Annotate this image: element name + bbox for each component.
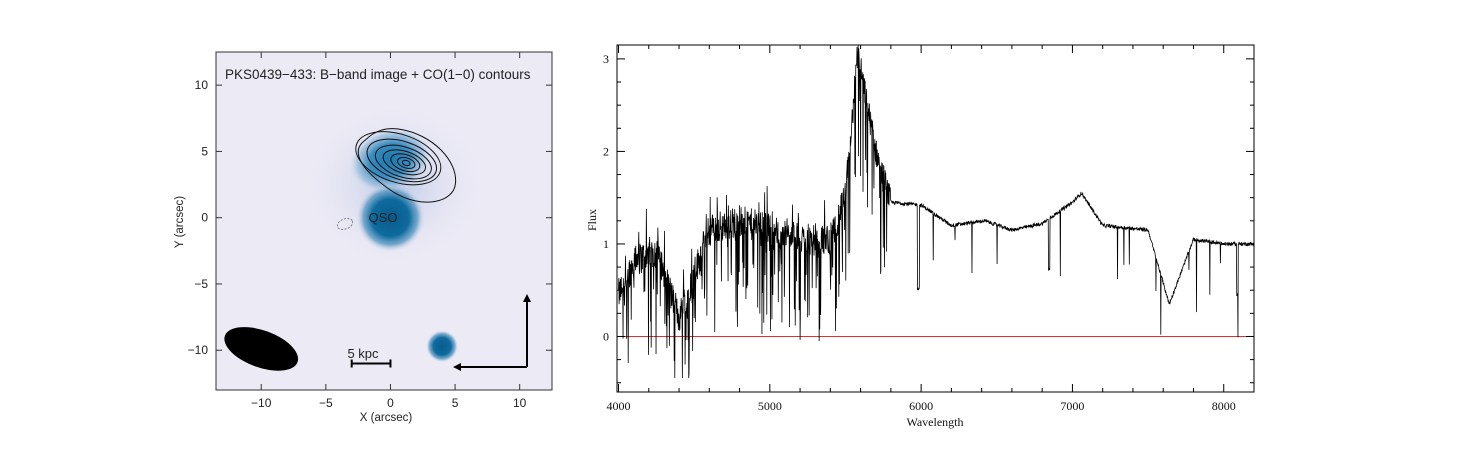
spectrum-x-tick-label: 6000 [909,399,933,413]
bband-image-panel: 5 kpc QSO PKS0439−433: B−band image + CO… [174,51,553,424]
companion-blob [426,330,459,363]
spectrum-frame [616,44,1255,393]
spectrum-x-axis-label: Wavelength [906,415,963,429]
image-x-tick-label: 5 [452,396,459,410]
beam-ellipse [224,327,299,371]
image-y-axis-label: Y (arcsec) [174,196,186,248]
image-y-tick-label: −5 [194,277,208,291]
compass-north-head [523,294,531,302]
spectrum-y-tick-label: 1 [603,237,609,251]
negative-contour [336,218,354,230]
image-x-tick-label: 10 [513,396,527,410]
co-contour-level [355,131,442,186]
spectrum-y-tick-label: 0 [603,329,609,343]
spectrum-line [618,45,1254,379]
image-y-tick-label: −10 [188,343,209,357]
qso-blob [356,183,425,252]
co-contour-outer [357,128,456,203]
spectrum-y-ticks: 0 1 2 3 [603,52,1254,384]
image-x-tick-label: −10 [251,396,272,410]
spectrum-y-tick-label: 3 [603,52,609,66]
compass [453,294,531,371]
spectrum-y-tick-label: 2 [603,144,609,158]
spectrum-x-tick-label: 7000 [1060,399,1084,413]
image-title: PKS0439−433: B−band image + CO(1−0) cont… [225,67,531,82]
image-y-ticks: 10 5 0 −5 −10 [188,78,552,357]
co-contour-level [397,156,416,169]
image-y-tick-label: 5 [201,144,208,158]
image-y-tick-label: 0 [201,211,208,225]
qso-label: QSO [369,210,398,225]
co-contour-level [401,159,411,167]
co-contours [355,128,456,203]
spectrum-x-ticks: 4000 5000 6000 7000 8000 [607,45,1255,413]
image-x-axis-label: X (arcsec) [360,412,413,424]
spectrum-y-axis-label: Flux [585,209,599,231]
spectrum-x-tick-label: 4000 [607,399,631,413]
scalebar [350,359,392,368]
co-contour-level [382,149,427,176]
co-contour-level [374,144,432,180]
co-contour-level [390,153,421,173]
spectrum-x-tick-label: 8000 [1212,399,1236,413]
compass-east-head [453,363,461,371]
scalebar-label: 5 kpc [347,346,379,361]
spectrum-x-tick-label: 5000 [758,399,782,413]
image-x-tick-label: −5 [319,396,333,410]
image-x-tick-label: 0 [387,396,394,410]
spectrum-panel: 4000 5000 6000 7000 8000 0 1 2 3 Wavelength Flu… [585,44,1255,429]
image-x-ticks: −10 −5 0 5 10 [251,52,527,410]
co-contour-level [366,138,438,183]
image-y-tick-label: 10 [195,78,209,92]
